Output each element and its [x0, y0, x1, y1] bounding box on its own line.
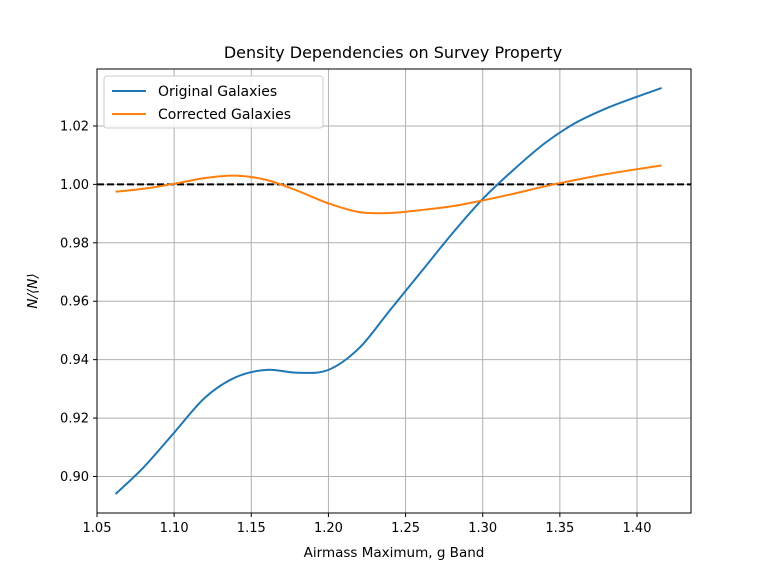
x-tick-label: 1.05: [83, 521, 112, 536]
legend-label: Original Galaxies: [158, 84, 277, 100]
x-tick-label: 1.25: [391, 521, 420, 536]
grid: [96, 69, 691, 513]
series-layer: [114, 87, 663, 495]
y-tick-label: 0.98: [60, 236, 89, 251]
y-axis-label: N/⟨N⟩: [25, 273, 41, 308]
x-tick-label: 1.10: [160, 521, 189, 536]
legend: Original Galaxies Corrected Galaxies: [103, 75, 324, 129]
x-tick-label: 1.35: [545, 521, 574, 536]
ticks: 1.05 1.10 1.15 1.20 1.25 1.30 1.35 1.40 0.90 0.92…: [60, 119, 651, 536]
y-tick-label: 0.94: [60, 353, 89, 368]
x-tick-label: 1.20: [314, 521, 343, 536]
chart-title: Density Dependencies on Survey Property: [224, 43, 562, 62]
y-tick-label: 0.92: [60, 412, 89, 427]
x-tick-label: 1.15: [237, 521, 266, 536]
x-tick-label: 1.40: [623, 521, 652, 536]
y-tick-label: 0.96: [60, 295, 89, 310]
y-tick-label: 0.90: [60, 470, 89, 485]
y-tick-label: 1.00: [60, 178, 89, 193]
legend-box: [103, 75, 324, 129]
series-line-1: [115, 164, 662, 215]
x-tick-label: 1.30: [468, 521, 497, 536]
legend-label: Corrected Galaxies: [158, 107, 291, 123]
series-line-0: [114, 87, 663, 495]
plot-frame: [96, 68, 692, 514]
y-tick-label: 1.02: [60, 119, 89, 134]
x-axis-label: Airmass Maximum, g Band: [304, 545, 485, 561]
